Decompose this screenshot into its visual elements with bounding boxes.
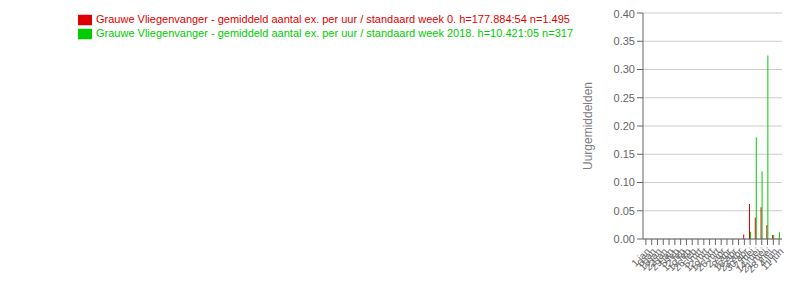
svg-text:Uurgemiddelden: Uurgemiddelden bbox=[581, 82, 595, 170]
svg-text:28 mei: 28 mei bbox=[745, 245, 774, 275]
svg-text:0.35: 0.35 bbox=[614, 35, 635, 47]
svg-text:0.30: 0.30 bbox=[614, 63, 635, 75]
svg-text:0.00: 0.00 bbox=[614, 233, 635, 245]
html-text:Grauwe Vliegenvanger - gemidde: Grauwe Vliegenvanger - gemiddeld aantal … bbox=[96, 13, 570, 25]
html-text:Grauwe Vliegenvanger - gemidde: Grauwe Vliegenvanger - gemiddeld aantal … bbox=[96, 27, 573, 40]
svg-text:0.40: 0.40 bbox=[614, 8, 635, 20]
svg-text:11 jun: 11 jun bbox=[759, 246, 786, 273]
svg-text:0.15: 0.15 bbox=[614, 148, 635, 160]
svg-text:0.25: 0.25 bbox=[614, 92, 635, 104]
svg-text:0.05: 0.05 bbox=[614, 205, 635, 217]
svg-text:0.10: 0.10 bbox=[614, 176, 635, 188]
svg-text:0.20: 0.20 bbox=[614, 120, 635, 132]
